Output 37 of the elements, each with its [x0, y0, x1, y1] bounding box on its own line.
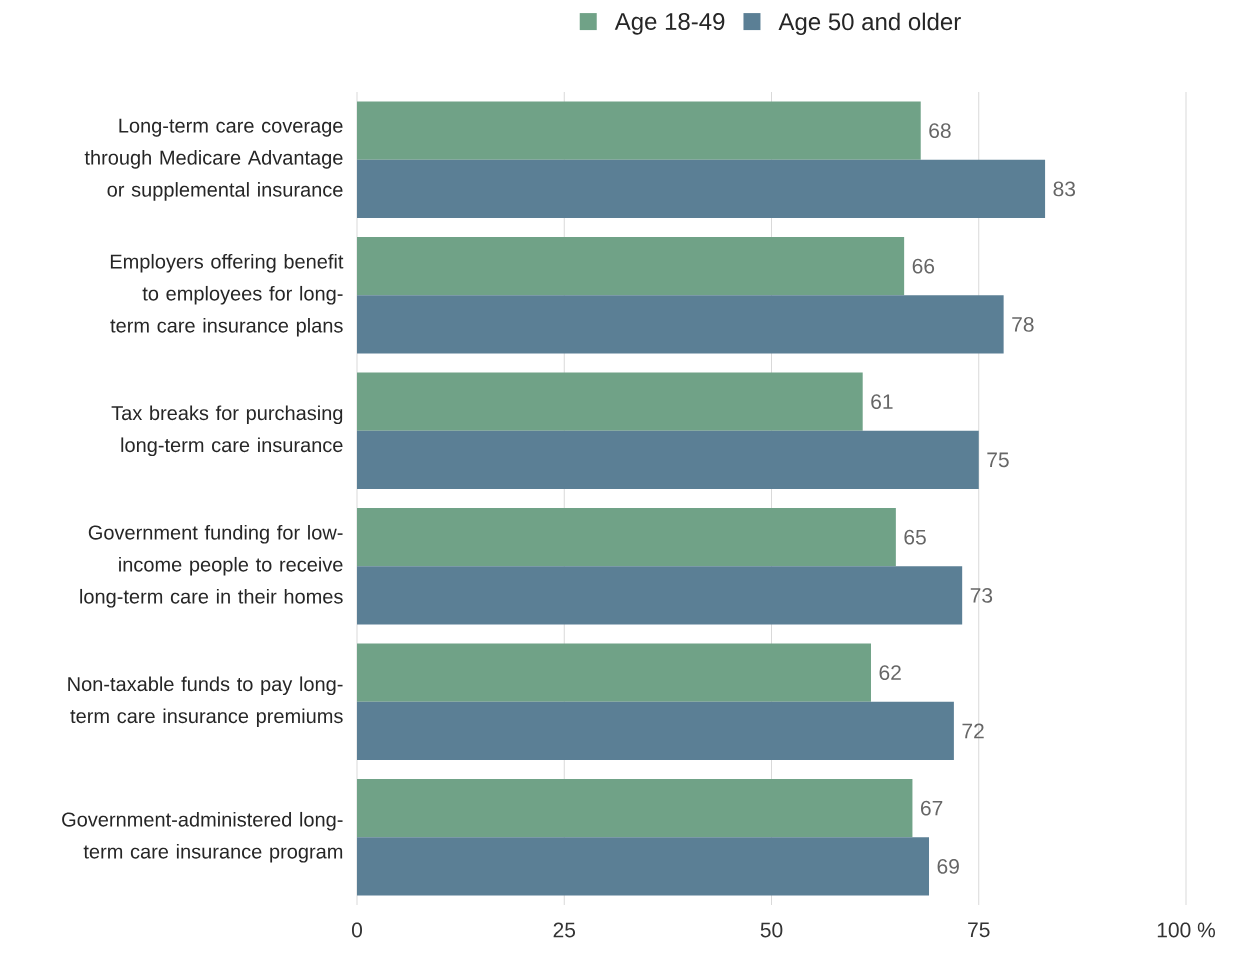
data-label: 73: [970, 587, 993, 603]
x-tick-label: 25: [553, 922, 576, 938]
bar: [357, 372, 863, 431]
bar: [357, 778, 913, 838]
data-label: 75: [987, 452, 1009, 468]
legend-label: Age 18-49: [614, 12, 725, 35]
y-tick-label: Government funding for low-income people to receive long-term care in their homes: [80, 524, 343, 608]
data-label: 65: [904, 529, 926, 545]
y-tick-label: Employers offering benefit to employees for long-term care insurance plans: [110, 253, 344, 337]
legend-label: Age 50 and older: [778, 12, 961, 36]
data-label: 62: [879, 665, 901, 681]
bar: [357, 566, 963, 625]
bar: [357, 837, 930, 896]
data-label: 83: [1053, 181, 1076, 197]
bar: [357, 236, 905, 296]
data-label: 68: [929, 123, 951, 139]
bar: [357, 643, 871, 702]
y-tick-label: Non-taxable funds to pay long-term care insurance premiums: [68, 676, 343, 728]
y-tick-label: Government-administered long-term care insurance program: [62, 811, 343, 863]
bar: [357, 295, 1004, 354]
data-label: 78: [1012, 316, 1034, 332]
x-tick-label: 0: [351, 922, 363, 938]
data-label: 67: [921, 800, 943, 816]
data-label: 72: [962, 723, 984, 739]
bar: [357, 701, 954, 761]
bar: [357, 101, 921, 160]
x-tick-label: 100 %: [1157, 922, 1215, 938]
data-label: 69: [937, 858, 959, 874]
x-tick-label: 75: [968, 922, 990, 938]
data-label: 66: [912, 258, 935, 274]
bar: [357, 430, 979, 490]
y-tick-label: Tax breaks for purchasing long-term care insurance: [111, 405, 343, 457]
bar: [357, 159, 1046, 219]
y-tick-label: Long-term care coverage through Medicare Advantage or supplemental insurance: [84, 118, 343, 201]
x-tick-label: 50: [760, 922, 783, 938]
bar: [357, 507, 896, 567]
data-label: 61: [871, 394, 893, 410]
